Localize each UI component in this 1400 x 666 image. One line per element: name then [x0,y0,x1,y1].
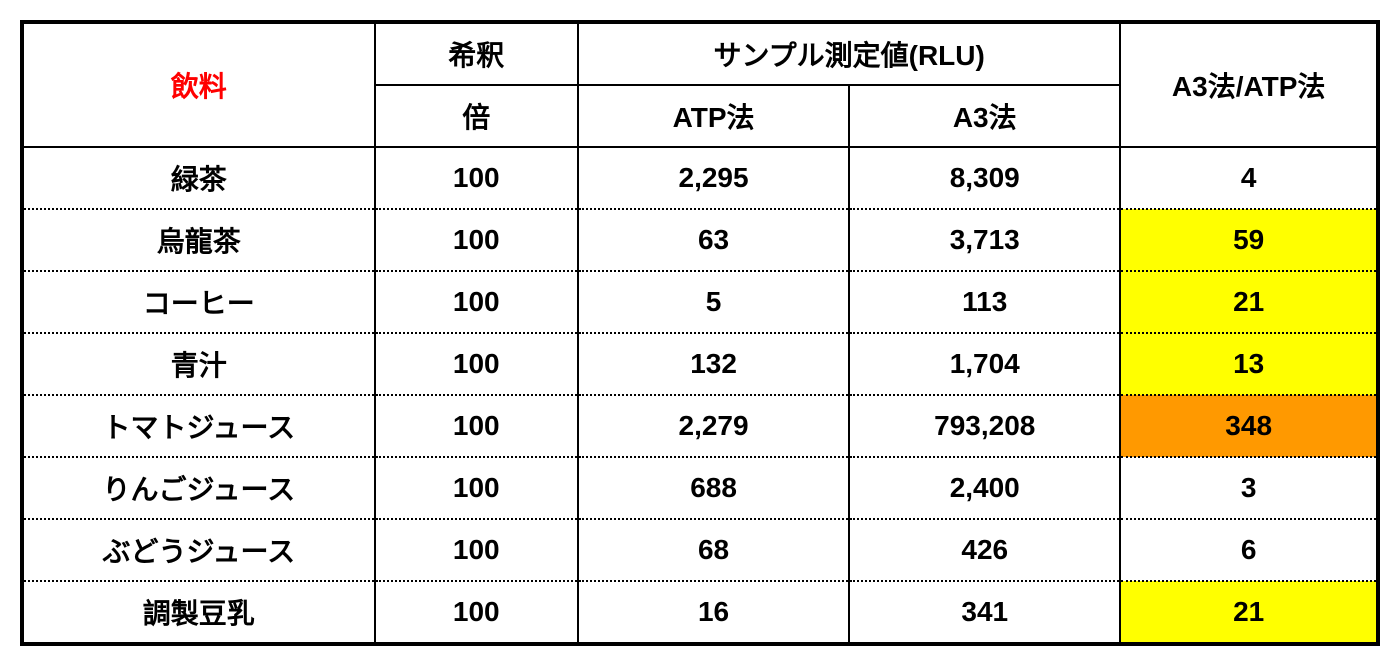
cell-ratio: 4 [1120,147,1378,209]
cell-ratio: 21 [1120,581,1378,644]
header-dilution-unit: 倍 [375,85,578,147]
cell-a3: 3,713 [849,209,1120,271]
cell-ratio: 348 [1120,395,1378,457]
cell-dilution: 100 [375,147,578,209]
cell-dilution: 100 [375,581,578,644]
cell-ratio: 6 [1120,519,1378,581]
cell-atp: 132 [578,333,849,395]
table-body: 緑茶1002,2958,3094烏龍茶100633,71359コーヒー10051… [22,147,1378,644]
cell-atp: 16 [578,581,849,644]
table-row: りんごジュース1006882,4003 [22,457,1378,519]
cell-beverage: コーヒー [22,271,375,333]
table-row: 調製豆乳1001634121 [22,581,1378,644]
cell-atp: 688 [578,457,849,519]
cell-dilution: 100 [375,271,578,333]
cell-a3: 113 [849,271,1120,333]
cell-beverage: 緑茶 [22,147,375,209]
cell-ratio: 59 [1120,209,1378,271]
cell-a3: 2,400 [849,457,1120,519]
header-atp: ATP法 [578,85,849,147]
cell-a3: 426 [849,519,1120,581]
cell-atp: 63 [578,209,849,271]
cell-dilution: 100 [375,457,578,519]
header-beverage: 飲料 [22,22,375,147]
table-row: 緑茶1002,2958,3094 [22,147,1378,209]
table-row: ぶどうジュース100684266 [22,519,1378,581]
cell-atp: 2,279 [578,395,849,457]
cell-atp: 2,295 [578,147,849,209]
cell-beverage: 調製豆乳 [22,581,375,644]
table-container: 飲料 希釈 サンプル測定値(RLU) A3法/ATP法 倍 ATP法 A3法 緑… [20,20,1380,646]
cell-ratio: 3 [1120,457,1378,519]
cell-dilution: 100 [375,333,578,395]
cell-ratio: 21 [1120,271,1378,333]
cell-beverage: 烏龍茶 [22,209,375,271]
table-row: コーヒー100511321 [22,271,1378,333]
cell-atp: 5 [578,271,849,333]
cell-beverage: りんごジュース [22,457,375,519]
beverage-atp-table: 飲料 希釈 サンプル測定値(RLU) A3法/ATP法 倍 ATP法 A3法 緑… [20,20,1380,646]
cell-a3: 1,704 [849,333,1120,395]
cell-beverage: ぶどうジュース [22,519,375,581]
table-header: 飲料 希釈 サンプル測定値(RLU) A3法/ATP法 倍 ATP法 A3法 [22,22,1378,147]
cell-a3: 8,309 [849,147,1120,209]
cell-beverage: 青汁 [22,333,375,395]
cell-a3: 341 [849,581,1120,644]
table-row: 烏龍茶100633,71359 [22,209,1378,271]
cell-ratio: 13 [1120,333,1378,395]
cell-dilution: 100 [375,209,578,271]
cell-dilution: 100 [375,519,578,581]
cell-dilution: 100 [375,395,578,457]
header-dilution-group: 希釈 [375,22,578,85]
table-row: 青汁1001321,70413 [22,333,1378,395]
cell-a3: 793,208 [849,395,1120,457]
header-a3: A3法 [849,85,1120,147]
header-sample-group: サンプル測定値(RLU) [578,22,1120,85]
header-ratio: A3法/ATP法 [1120,22,1378,147]
table-row: トマトジュース1002,279793,208348 [22,395,1378,457]
cell-beverage: トマトジュース [22,395,375,457]
cell-atp: 68 [578,519,849,581]
